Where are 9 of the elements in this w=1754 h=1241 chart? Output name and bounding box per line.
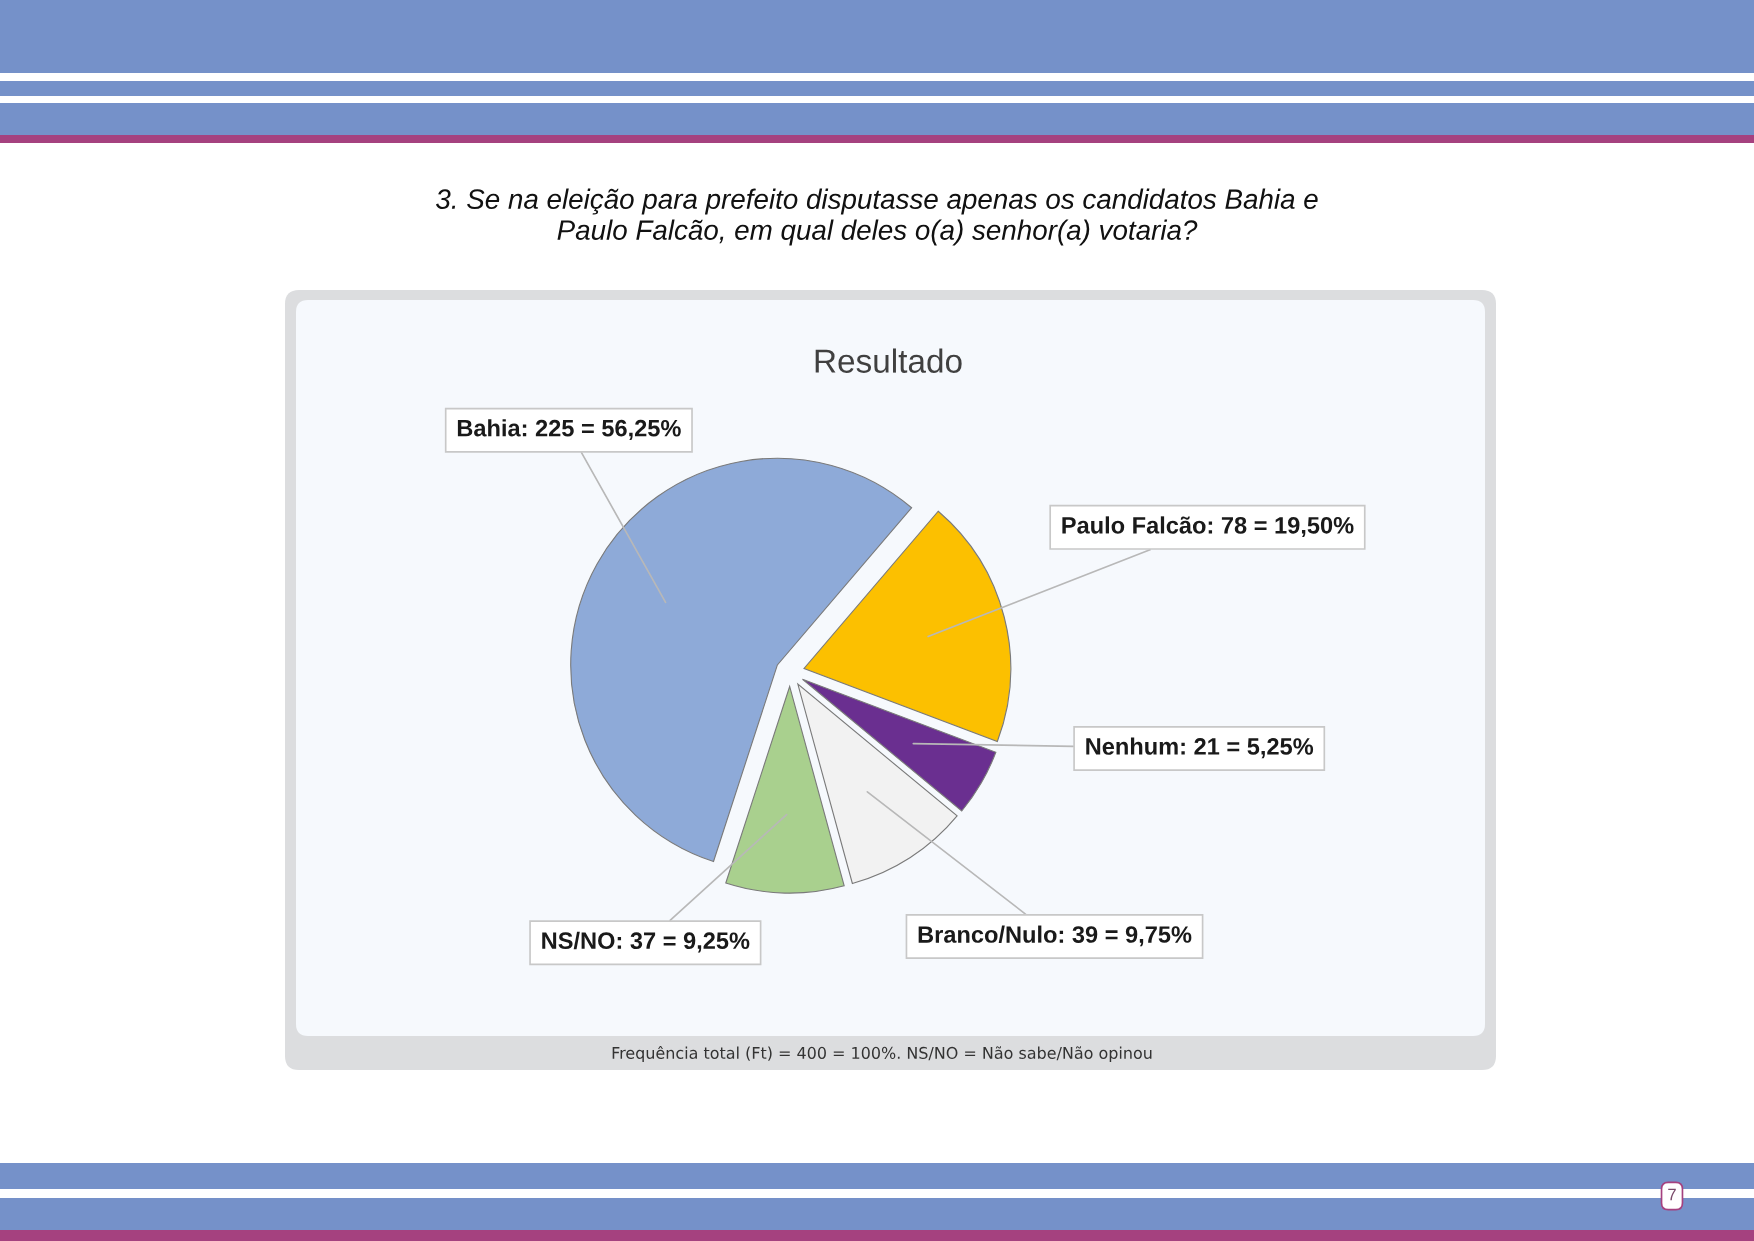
chart-title: 3. Se na eleição para prefeito disputasse apenas os candidatos Bahia e Paulo Falcão, em qual deles o(a) senhor(a) votaria? xyxy=(436,188,1318,246)
slice-label: Nenhum: 21 = 5,25% xyxy=(1086,737,1314,759)
chart-subtitle: Resultado xyxy=(815,348,962,373)
text: Frequência total (Ft) = 400 = 100%. NS/NO = Não sabe/Não opinou xyxy=(612,1045,1152,1063)
slice-label: Paulo Falcão: 78 = 19,50% xyxy=(1062,516,1354,538)
text: 7 xyxy=(1668,1188,1676,1201)
slice-label: Branco/Nulo: 39 = 9,75% xyxy=(918,925,1192,947)
slice-label: NS/NO: 37 = 9,25% xyxy=(542,931,750,953)
slice-label: Bahia: 225 = 56,25% xyxy=(457,419,681,440)
